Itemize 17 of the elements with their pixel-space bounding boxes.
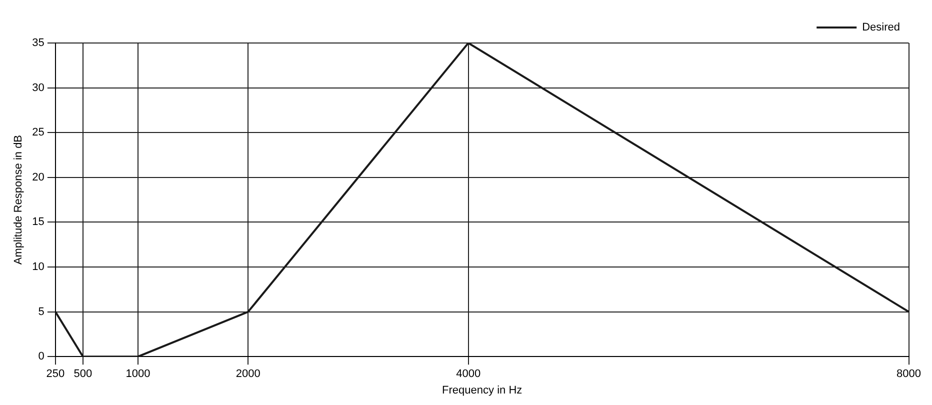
x-tick-label: 4000 (456, 368, 481, 380)
y-tick-label: 15 (32, 216, 44, 228)
x-axis-title: Frequency in Hz (442, 384, 522, 396)
x-tick-label: 500 (74, 368, 92, 380)
y-axis-title: Amplitude Response in dB (12, 134, 25, 265)
y-tick-label: 35 (32, 37, 44, 50)
x-tick-label: 8000 (896, 368, 922, 380)
x-tick-label: 250 (46, 368, 65, 380)
x-tick-label: 1000 (126, 368, 150, 380)
y-tick-label: 0 (38, 350, 44, 363)
y-tick-label: 5 (38, 306, 44, 318)
x-tick-label: 2000 (236, 368, 260, 380)
y-tick-label: 10 (32, 261, 44, 274)
legend-label: Desired (862, 22, 900, 34)
y-tick-label: 20 (32, 171, 44, 184)
y-tick-label: 25 (32, 126, 44, 139)
y-tick-label: 30 (32, 82, 44, 94)
